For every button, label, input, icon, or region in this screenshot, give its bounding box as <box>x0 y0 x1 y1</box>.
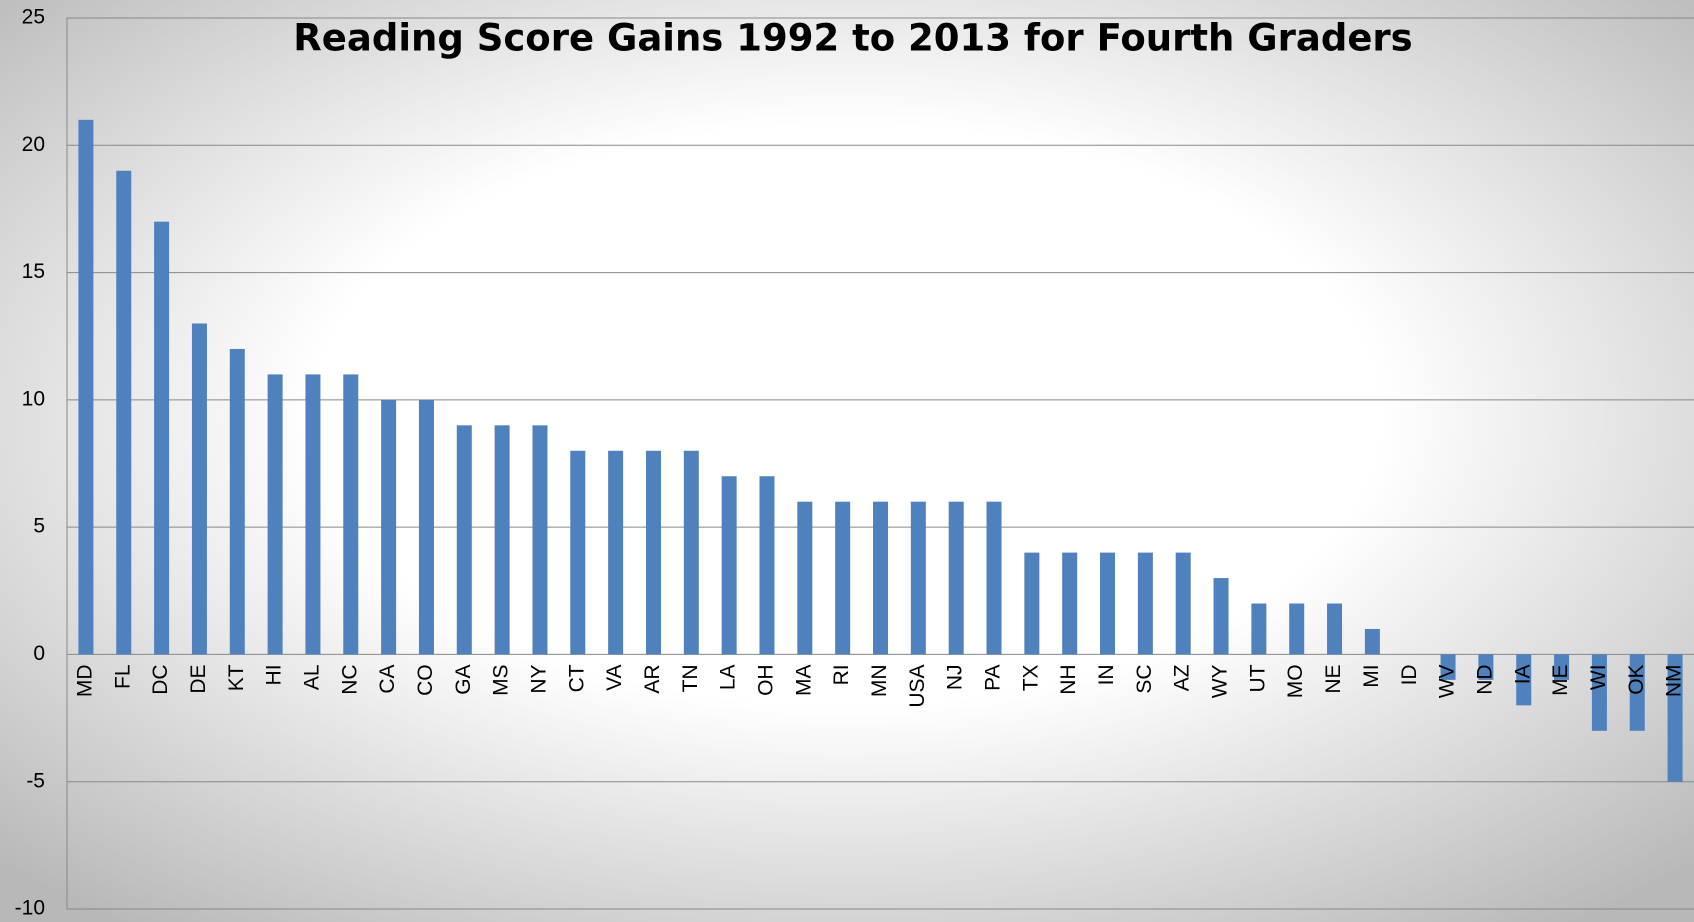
bar <box>1440 654 1456 680</box>
x-tick-label: OK <box>1625 664 1648 694</box>
bar <box>683 450 699 655</box>
x-tick-label: NY <box>528 664 551 693</box>
bar <box>305 374 321 655</box>
bar <box>1327 603 1343 655</box>
bar <box>608 450 624 655</box>
bar <box>1478 654 1494 680</box>
x-tick-label: LA <box>717 664 740 690</box>
bar <box>343 374 359 655</box>
x-tick-label: NC <box>338 664 361 694</box>
bar <box>721 476 737 655</box>
x-tick-label: MI <box>1360 664 1383 687</box>
bar <box>948 501 964 655</box>
x-tick-label: UT <box>1246 664 1269 692</box>
bar <box>873 501 888 655</box>
bar <box>1516 654 1532 706</box>
x-tick-label: MO <box>1284 664 1307 698</box>
x-tick-label: NM <box>1663 664 1686 697</box>
bar <box>1251 603 1267 655</box>
bar <box>191 323 207 655</box>
x-tick-label: PA <box>982 664 1005 690</box>
x-tick-label: USA <box>906 664 929 707</box>
x-tick-label: NJ <box>944 664 967 690</box>
bar <box>1629 654 1645 731</box>
x-tick-label: FL <box>111 664 134 689</box>
x-tick-label: MA <box>792 664 815 696</box>
x-tick-label: TN <box>679 664 702 692</box>
x-tick-label: MN <box>868 664 891 697</box>
x-tick-label: NH <box>1057 664 1080 694</box>
y-tick-label: 25 <box>22 6 45 29</box>
x-tick-label: AZ <box>1171 664 1194 691</box>
y-tick-label: 0 <box>33 642 45 665</box>
bar <box>494 425 510 655</box>
bar <box>570 450 586 655</box>
x-tick-label: WY <box>1209 664 1232 698</box>
x-tick-label: ME <box>1549 664 1572 696</box>
x-tick-label: GA <box>452 664 475 694</box>
x-tick-label: NE <box>1322 664 1345 693</box>
bar <box>1137 552 1153 655</box>
y-tick-label: 15 <box>22 260 45 283</box>
x-tick-label: ID <box>1398 664 1421 685</box>
x-tick-label: ND <box>1473 664 1496 694</box>
bar <box>154 221 170 655</box>
y-tick-label: -10 <box>15 897 45 920</box>
bar <box>1062 552 1078 655</box>
y-tick-label: -5 <box>26 769 45 792</box>
bar <box>986 501 1002 655</box>
x-tick-label: AL <box>300 664 323 690</box>
y-tick-label: 5 <box>33 515 45 538</box>
bar <box>797 501 813 655</box>
x-tick-label: WI <box>1587 664 1610 690</box>
x-tick-label: VA <box>603 664 626 690</box>
bar <box>1024 552 1040 655</box>
x-tick-label: CO <box>414 664 437 696</box>
bar <box>456 425 472 655</box>
bar <box>116 170 132 655</box>
bar <box>1554 654 1570 680</box>
y-tick-label: 10 <box>22 387 45 410</box>
x-tick-label: HI <box>263 664 286 685</box>
x-tick-label: CT <box>565 664 588 692</box>
bar <box>835 501 851 655</box>
bar <box>645 450 661 655</box>
bar <box>759 476 775 655</box>
x-tick-label: IN <box>1095 664 1118 685</box>
x-tick-label: DC <box>149 664 172 694</box>
bar <box>1100 552 1116 655</box>
bar <box>1289 603 1305 655</box>
bar <box>1364 628 1380 655</box>
bar <box>418 399 434 655</box>
bar <box>267 374 283 655</box>
bar <box>532 425 548 655</box>
x-tick-label: DE <box>187 664 210 693</box>
x-tick-label: CA <box>376 664 399 693</box>
x-tick-label: AR <box>641 664 664 693</box>
bar <box>1667 654 1683 782</box>
x-tick-label: IA <box>1511 664 1534 684</box>
bar <box>229 348 245 655</box>
x-tick-label: RI <box>830 664 853 685</box>
bar <box>1175 552 1191 655</box>
bar <box>910 501 926 655</box>
x-tick-label: WV <box>1436 664 1459 698</box>
x-tick-label: SC <box>1133 664 1156 693</box>
x-tick-label: TX <box>1019 664 1042 691</box>
x-tick-label: KT <box>225 664 248 691</box>
x-tick-label: OH <box>755 664 778 696</box>
bar <box>1591 654 1607 731</box>
bar <box>1213 578 1229 655</box>
y-tick-label: 20 <box>22 133 45 156</box>
chart-title: Reading Score Gains 1992 to 2013 for Fou… <box>293 17 1412 60</box>
x-tick-label: MS <box>490 664 513 696</box>
x-tick-label: MD <box>73 664 96 697</box>
bar <box>381 399 397 655</box>
bar <box>78 119 94 655</box>
